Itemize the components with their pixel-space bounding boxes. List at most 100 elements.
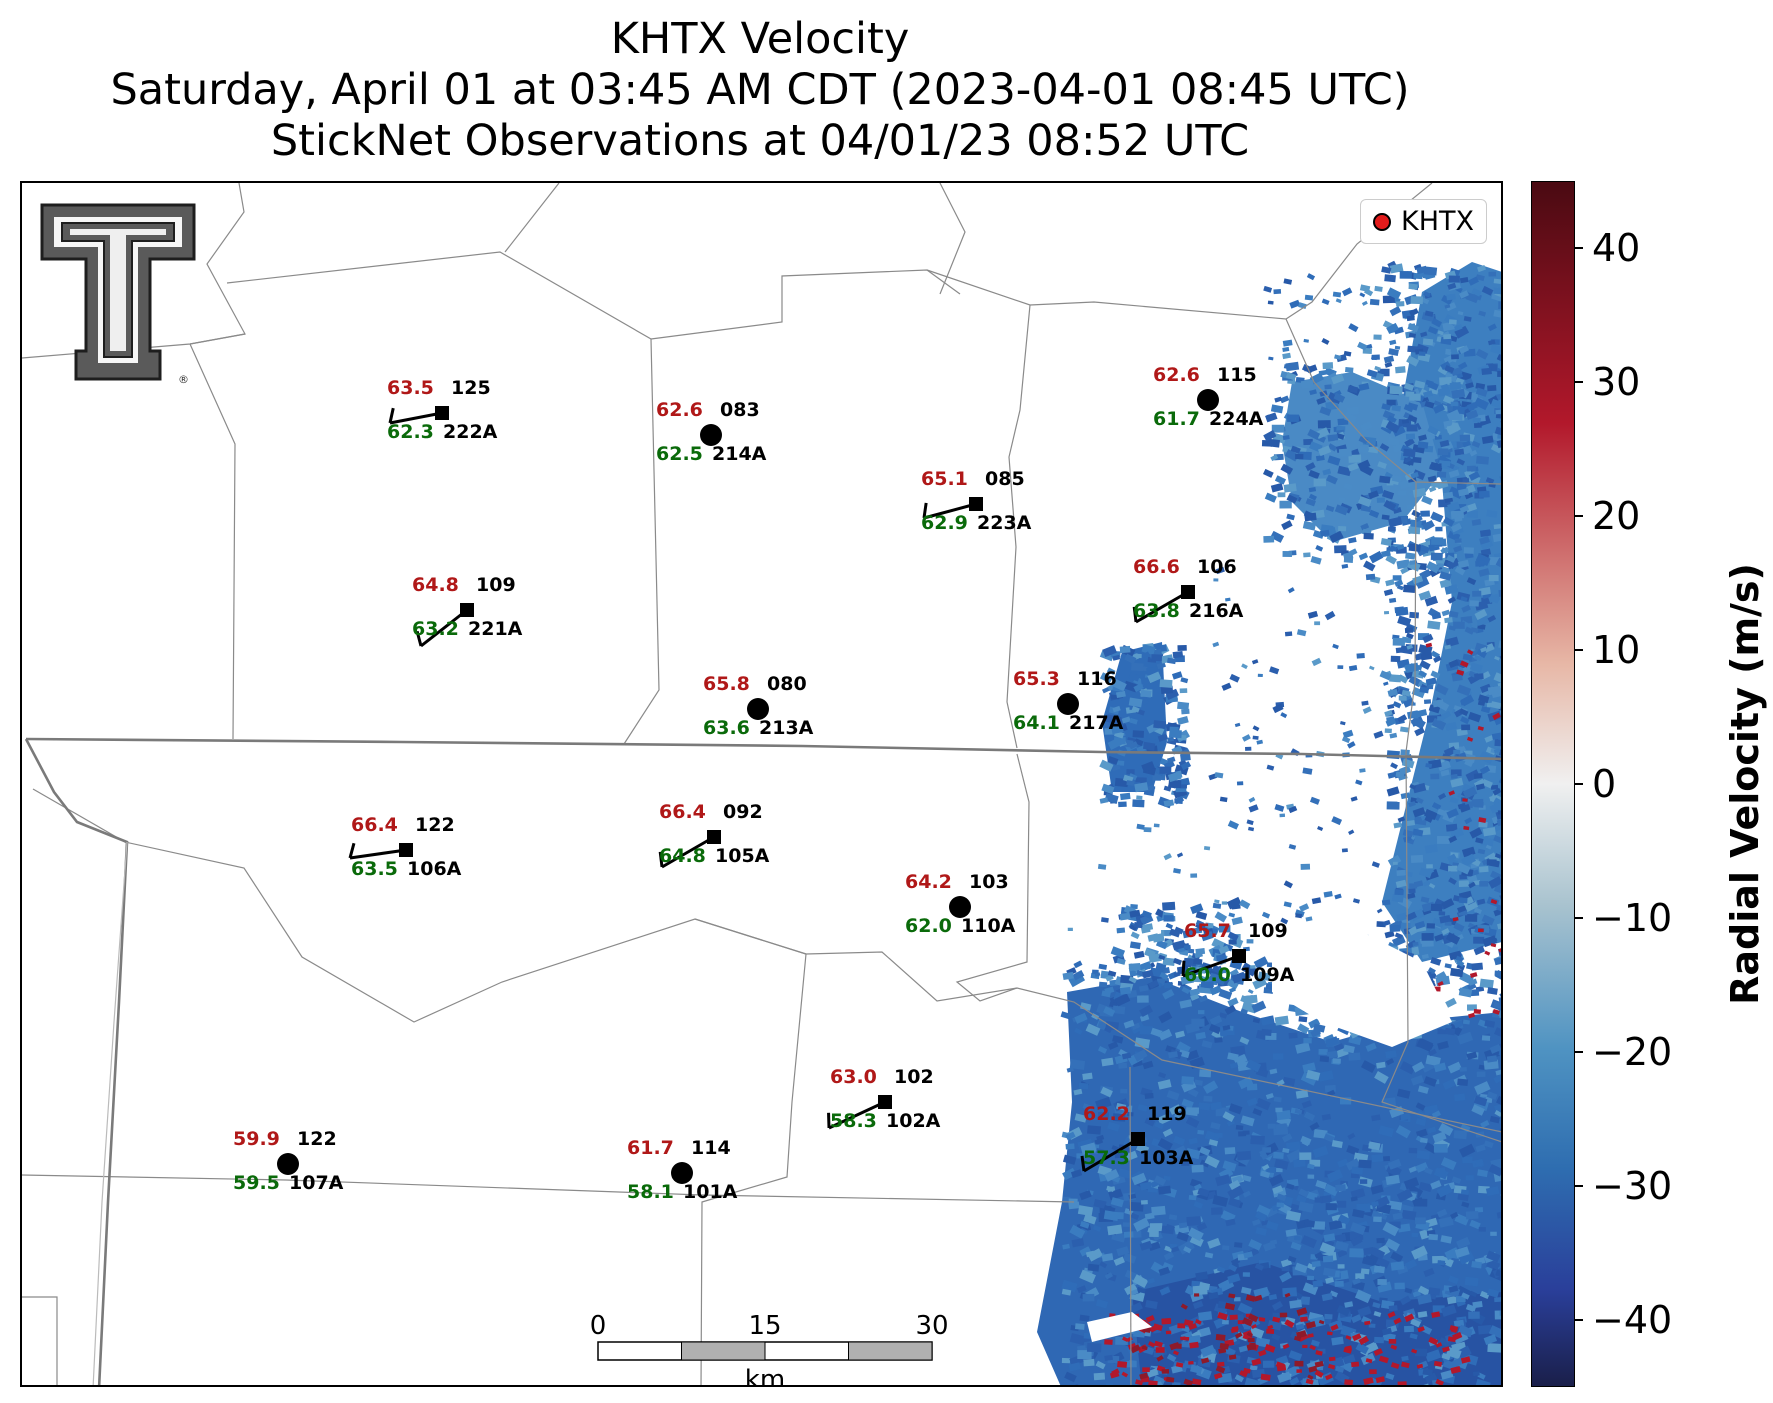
- radar-gate: [1128, 741, 1139, 750]
- radar-gate: [1486, 1091, 1498, 1101]
- radar-gate: [1457, 905, 1467, 914]
- colorbar-tick-label: 20: [1592, 494, 1641, 538]
- radar-gate: [1395, 301, 1405, 307]
- radar-gate: [1114, 993, 1131, 1007]
- radar-gate: [1412, 469, 1426, 481]
- colorbar-tick-label: 10: [1592, 628, 1641, 672]
- radar-gate: [1251, 1358, 1262, 1366]
- radar-gate: [1426, 923, 1436, 929]
- scale-bar-segment: [681, 1341, 766, 1361]
- radar-gate: [1165, 1223, 1176, 1232]
- radar-gate: [1204, 981, 1214, 988]
- radar-gate: [1228, 1263, 1238, 1272]
- radar-gate: [1406, 355, 1420, 367]
- radar-gate: [1494, 970, 1501, 977]
- radar-gate: [1222, 1160, 1237, 1172]
- radar-gate: [1112, 1113, 1126, 1122]
- radar-gate: [1296, 629, 1307, 637]
- radar-gate: [1299, 903, 1310, 912]
- radar-gate: [1199, 1069, 1212, 1078]
- radar-site-marker-icon: [1373, 212, 1391, 231]
- radar-gate: [1480, 683, 1492, 694]
- station-id: 221A: [468, 618, 523, 640]
- radar-gate: [1475, 274, 1485, 282]
- radar-gate: [1204, 1252, 1214, 1259]
- radar-gate: [1368, 1141, 1381, 1151]
- radar-gate: [1239, 1036, 1250, 1045]
- radar-gate: [1279, 1271, 1292, 1283]
- radar-gate: [1212, 1194, 1229, 1207]
- radar-gate: [1133, 922, 1144, 929]
- radar-gate: [1329, 1290, 1339, 1298]
- radar-gate: [1107, 1121, 1120, 1132]
- radar-gate: [1208, 773, 1218, 781]
- radar-gate: [1440, 1157, 1457, 1171]
- radar-gate: [1430, 511, 1444, 523]
- radar-gate: [1183, 957, 1197, 967]
- radar-gate: [1395, 1125, 1411, 1139]
- radar-gate: [1289, 1299, 1303, 1309]
- velocity-colorbar: [1531, 181, 1575, 1387]
- radar-gate: [1243, 1251, 1254, 1259]
- radar-gate: [1121, 1052, 1132, 1060]
- radar-gate: [1248, 804, 1259, 813]
- radar-map[interactable]: 63.5 125 62.3 222A 62.6 083 62.5 214A 65.1 085 62.…: [20, 181, 1503, 1387]
- radar-gate: [1427, 326, 1439, 335]
- radar-gate: [1146, 784, 1156, 792]
- radar-gate: [1095, 1360, 1106, 1370]
- radar-gate: [1389, 924, 1401, 933]
- radar-gate: [1430, 903, 1443, 912]
- radar-gate: [1440, 1256, 1454, 1268]
- station-calm-marker: [1197, 389, 1219, 411]
- radar-gate: [1345, 1345, 1353, 1351]
- radar-gate: [1180, 974, 1195, 985]
- radar-gate: [1231, 971, 1247, 984]
- radar-gate: [1352, 1208, 1365, 1219]
- radar-gate: [1500, 550, 1501, 557]
- radar-gate: [1153, 720, 1166, 729]
- colorbar-tick: [1575, 917, 1583, 919]
- radar-gate: [1442, 516, 1455, 527]
- radar-gate: [1148, 1380, 1158, 1385]
- station-dewpoint: 63.5: [351, 858, 398, 880]
- radar-gate: [1381, 1097, 1397, 1108]
- radar-gate: [1394, 889, 1404, 896]
- radar-gate: [1411, 1348, 1418, 1354]
- radar-gate: [1266, 1328, 1275, 1334]
- radar-gate: [1494, 956, 1501, 966]
- station-dewpoint: 63.8: [1133, 600, 1180, 622]
- radar-gate: [1357, 496, 1372, 508]
- radar-gate: [1178, 759, 1187, 767]
- radar-gate: [1173, 957, 1183, 966]
- radar-gate: [1195, 911, 1208, 920]
- radar-gate: [1395, 771, 1405, 778]
- radar-gate: [1132, 799, 1145, 808]
- radar-gate: [1193, 1183, 1202, 1191]
- radar-gate: [1437, 808, 1447, 817]
- radar-gate: [1106, 1185, 1115, 1193]
- radar-gate: [1493, 908, 1501, 917]
- radar-gate: [1079, 1246, 1092, 1257]
- radar-gate: [1317, 420, 1331, 429]
- radar-gate: [1373, 1216, 1382, 1223]
- radar-gate: [1272, 1185, 1284, 1195]
- radar-gate: [1365, 573, 1376, 581]
- radar-gate: [1338, 525, 1347, 532]
- radar-gate: [1476, 648, 1488, 659]
- radar-gate: [1251, 1385, 1262, 1387]
- radar-gate: [1446, 808, 1459, 819]
- radar-gate: [1171, 1382, 1181, 1385]
- radar-gate: [1448, 610, 1459, 618]
- radar-gate: [1460, 1189, 1470, 1196]
- radar-gate: [1373, 1348, 1383, 1357]
- radar-gate: [1496, 1095, 1501, 1108]
- radar-gate: [1208, 972, 1222, 984]
- radar-gate: [1371, 861, 1380, 868]
- radar-gate: [1303, 1219, 1316, 1228]
- radar-gate: [1449, 382, 1462, 390]
- radar-gate: [1218, 1347, 1227, 1354]
- radar-gate: [1487, 686, 1501, 696]
- radar-gate: [1315, 427, 1330, 440]
- radar-gate: [1228, 1293, 1236, 1299]
- radar-gate: [1301, 1235, 1317, 1249]
